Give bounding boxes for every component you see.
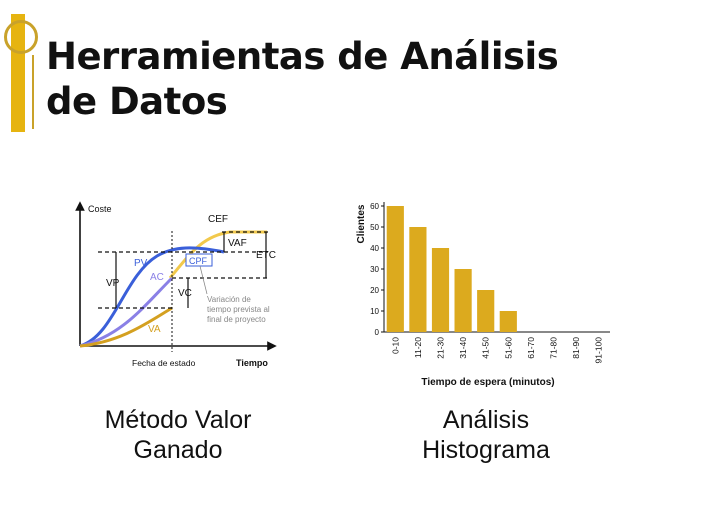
histogram-y-axis-label: Clientes: [356, 204, 367, 243]
histogram-bar-11-20: [409, 227, 427, 332]
accent-circle-icon: [4, 20, 38, 54]
y-tick-label-10: 10: [370, 307, 379, 316]
accent-line: [32, 55, 34, 129]
pv-curve: [79, 246, 225, 348]
caption-hist-line-2: Histograma: [422, 436, 550, 464]
y-tick-label-50: 50: [370, 223, 379, 232]
x-tick-label-61-70: 61-70: [526, 337, 536, 359]
x-tick-label-51-60: 51-60: [503, 337, 513, 359]
ac-label: AC: [150, 272, 164, 283]
histogram-bar-21-30: [431, 248, 450, 332]
evm-y-axis-label: Coste: [88, 204, 112, 214]
caption-hist-line-1: Análisis: [442, 406, 530, 434]
x-tick-label-11-20: 11-20: [413, 337, 423, 358]
cef-label: CEF: [208, 214, 228, 225]
vc-label: VC: [178, 288, 192, 299]
ac-curve: [79, 276, 174, 348]
x-tick-label-41-50: 41-50: [481, 337, 491, 359]
histogram-bar-41-50: [477, 290, 495, 332]
cpf-label: CPF: [189, 256, 208, 266]
x-tick-label-81-90: 81-90: [571, 337, 581, 359]
x-tick-label-0-10: 0-10: [390, 337, 400, 354]
title-line-1: Herramientas de Análisis: [46, 35, 559, 78]
title-line-2: de Datos: [46, 80, 228, 123]
y-tick-label-0: 0: [375, 328, 380, 337]
histogram-y-ticks: 0 10 20 30 40 50 60: [370, 202, 384, 337]
histogram-chart: 0 10 20 30 40 50 60 0-10 11-20 21-30 31-40 41-50 51…: [356, 202, 610, 388]
histogram-bar-51-60: [499, 311, 517, 332]
x-tick-label-31-40: 31-40: [458, 337, 468, 359]
histogram-x-axis-label: Tiempo de espera (minutos): [421, 377, 554, 388]
cef-curve: [168, 230, 267, 279]
y-tick-label-40: 40: [370, 244, 379, 253]
etc-label: ETC: [256, 250, 276, 261]
histogram-bars: [386, 206, 517, 332]
caption-histogram: Análisis Histograma: [376, 405, 596, 465]
y-tick-label-60: 60: [370, 202, 379, 211]
histogram-bar-0-10: [386, 206, 404, 332]
cpf-box: [185, 253, 213, 267]
caption-evm-line-2: Ganado: [133, 436, 223, 464]
earned-value-diagram: Coste Tiempo Fecha de estado CEF VAF ETC…: [75, 201, 277, 368]
note-line-3: final de proyecto: [207, 315, 266, 324]
va-label: VA: [148, 324, 161, 335]
note-pointer: [199, 265, 208, 295]
caption-evm-line-1: Método Valor: [104, 406, 252, 434]
evm-x-axis-label: Tiempo: [236, 358, 268, 368]
y-tick-label-30: 30: [370, 265, 379, 274]
status-date-label: Fecha de estado: [132, 358, 196, 368]
note-line-2: tiempo prevista al: [207, 305, 270, 314]
vaf-label: VAF: [228, 238, 247, 249]
x-tick-label-21-30: 21-30: [436, 337, 446, 359]
note-line-1: Variación de: [207, 295, 251, 304]
y-tick-label-20: 20: [370, 286, 379, 295]
caption-earned-value: Método Valor Ganado: [68, 405, 288, 465]
histogram-x-ticks: 0-10 11-20 21-30 31-40 41-50 51-60 61-70 71-80 8…: [390, 337, 603, 364]
pv-label: PV: [134, 258, 148, 269]
x-tick-label-71-80: 71-80: [549, 337, 559, 359]
x-tick-label-91-100: 91-100: [594, 337, 604, 364]
va-curve: [79, 306, 173, 348]
histogram-bar-31-40: [454, 269, 472, 332]
page-title: Herramientas de Análisis de Datos: [46, 34, 559, 124]
vp-label: VP: [106, 278, 120, 289]
